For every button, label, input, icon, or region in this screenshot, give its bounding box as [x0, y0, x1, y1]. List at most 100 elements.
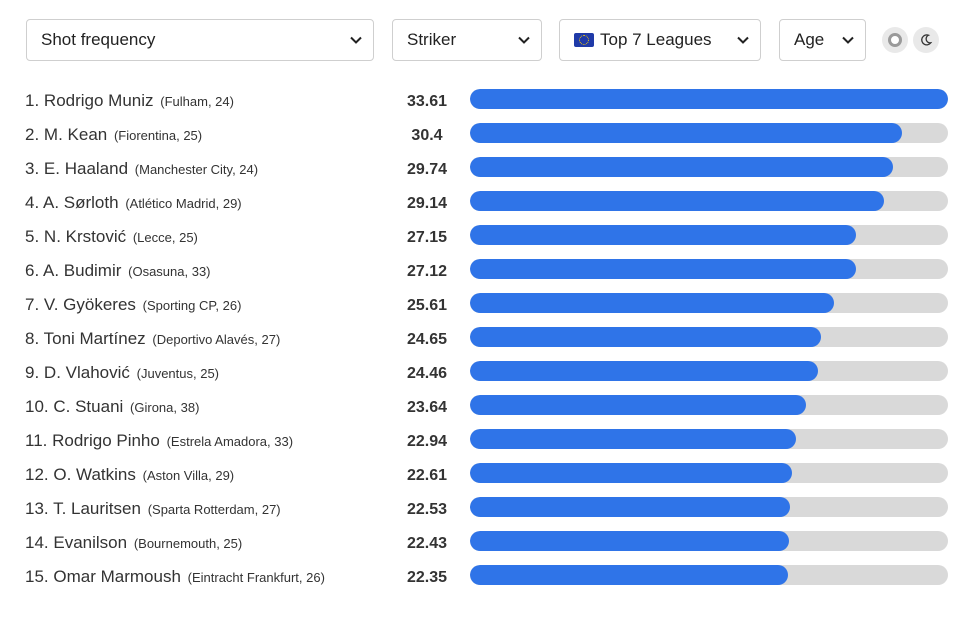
player-rank: 2.	[25, 125, 40, 144]
value-bar-fill	[470, 429, 797, 449]
player-rank: 5.	[25, 227, 40, 246]
value-bar-fill	[470, 293, 835, 313]
value-bar-track	[470, 293, 948, 313]
value-bar-fill	[470, 191, 885, 211]
player-ranking-list: 1. Rodrigo Muniz (Fulham, 24) 33.61 2. M. …	[25, 86, 955, 596]
value-bar-track	[470, 191, 948, 211]
player-rank: 6.	[25, 261, 40, 280]
player-name: 4. A. Sørloth (Atlético Madrid, 29)	[25, 193, 242, 213]
player-value: 25.61	[406, 297, 448, 314]
player-row: 12. O. Watkins (Aston Villa, 29) 22.61	[25, 460, 955, 494]
player-rank: 9.	[25, 363, 40, 382]
player-club-age: (Eintracht Frankfurt, 26)	[187, 570, 325, 585]
player-value: 29.74	[406, 161, 448, 178]
player-name-text: T. Lauritsen	[53, 499, 141, 518]
value-bar-fill	[470, 361, 818, 381]
chevron-down-icon	[517, 33, 531, 47]
player-name-text: Rodrigo Pinho	[52, 431, 160, 450]
player-rank: 11.	[25, 431, 48, 450]
filter-bar: Shot frequency Striker Top 7 Leagues Age	[26, 19, 956, 63]
value-bar-track	[470, 565, 948, 585]
player-name: 13. T. Lauritsen (Sparta Rotterdam, 27)	[25, 499, 281, 519]
value-bar-fill	[470, 327, 821, 347]
player-rank: 13.	[25, 499, 49, 518]
player-name: 2. M. Kean (Fiorentina, 25)	[25, 125, 202, 145]
player-row: 2. M. Kean (Fiorentina, 25) 30.4	[25, 120, 955, 154]
player-name: 11. Rodrigo Pinho (Estrela Amadora, 33)	[25, 431, 293, 451]
player-club-age: (Juventus, 25)	[136, 366, 220, 381]
player-name-text: V. Gyökeres	[43, 295, 136, 314]
player-value: 24.65	[406, 331, 448, 348]
light-mode-icon	[888, 33, 902, 47]
value-bar-fill	[470, 259, 856, 279]
value-bar-track	[470, 157, 948, 177]
sort-select-label: Age	[794, 30, 825, 49]
player-row: 9. D. Vlahović (Juventus, 25) 24.46	[25, 358, 955, 392]
player-rank: 8.	[25, 329, 40, 348]
player-rank: 12.	[25, 465, 49, 484]
value-bar-fill	[470, 225, 857, 245]
player-row: 1. Rodrigo Muniz (Fulham, 24) 33.61	[25, 86, 955, 120]
player-club-age: (Fiorentina, 25)	[113, 128, 203, 143]
sort-select[interactable]: Age	[779, 19, 866, 61]
player-value: 22.43	[406, 535, 448, 552]
player-name-text: D. Vlahović	[43, 363, 130, 382]
chevron-down-icon	[736, 33, 750, 47]
value-bar-fill	[470, 395, 807, 415]
player-value: 33.61	[406, 93, 448, 110]
league-select[interactable]: Top 7 Leagues	[559, 19, 761, 61]
player-club-age: (Bournemouth, 25)	[133, 536, 243, 551]
position-select[interactable]: Striker	[392, 19, 542, 61]
light-mode-button[interactable]	[882, 27, 908, 53]
player-value: 23.64	[406, 399, 448, 416]
player-club-age: (Osasuna, 33)	[128, 264, 211, 279]
player-value: 24.46	[406, 365, 448, 382]
player-club-age: (Estrela Amadora, 33)	[166, 434, 294, 449]
value-bar-fill	[470, 565, 788, 585]
value-bar-track	[470, 497, 948, 517]
player-club-age: (Aston Villa, 29)	[142, 468, 235, 483]
player-name-text: Toni Martínez	[43, 329, 146, 348]
player-name: 8. Toni Martínez (Deportivo Alavés, 27)	[25, 329, 280, 349]
metric-select[interactable]: Shot frequency	[26, 19, 374, 61]
player-club-age: (Fulham, 24)	[160, 94, 234, 109]
value-bar-track	[470, 123, 948, 143]
player-name-text: N. Krstović	[43, 227, 127, 246]
player-name-text: A. Budimir	[42, 261, 122, 280]
player-value: 22.61	[406, 467, 448, 484]
player-name: 7. V. Gyökeres (Sporting CP, 26)	[25, 295, 241, 315]
player-name-text: A. Sørloth	[42, 193, 119, 212]
dark-mode-button[interactable]	[913, 27, 939, 53]
player-name: 12. O. Watkins (Aston Villa, 29)	[25, 465, 234, 485]
theme-toggle	[882, 27, 939, 53]
player-name-text: Rodrigo Muniz	[43, 91, 154, 110]
player-club-age: (Deportivo Alavés, 27)	[152, 332, 281, 347]
player-rank: 14.	[25, 533, 49, 552]
player-name: 1. Rodrigo Muniz (Fulham, 24)	[25, 91, 234, 111]
player-name: 3. E. Haaland (Manchester City, 24)	[25, 159, 258, 179]
value-bar-fill	[470, 531, 789, 551]
value-bar-fill	[470, 497, 791, 517]
player-row: 4. A. Sørloth (Atlético Madrid, 29) 29.14	[25, 188, 955, 222]
value-bar-track	[470, 463, 948, 483]
player-club-age: (Sporting CP, 26)	[142, 298, 242, 313]
player-name: 10. C. Stuani (Girona, 38)	[25, 397, 199, 417]
value-bar-track	[470, 531, 948, 551]
player-rank: 7.	[25, 295, 40, 314]
player-name-text: Evanilson	[53, 533, 128, 552]
player-row: 6. A. Budimir (Osasuna, 33) 27.12	[25, 256, 955, 290]
league-select-label: Top 7 Leagues	[574, 30, 736, 50]
player-name: 14. Evanilson (Bournemouth, 25)	[25, 533, 242, 553]
player-name: 9. D. Vlahović (Juventus, 25)	[25, 363, 219, 383]
player-value: 22.94	[406, 433, 448, 450]
player-rank: 4.	[25, 193, 40, 212]
player-club-age: (Atlético Madrid, 29)	[125, 196, 242, 211]
player-name-text: C. Stuani	[53, 397, 124, 416]
player-row: 11. Rodrigo Pinho (Estrela Amadora, 33) 2…	[25, 426, 955, 460]
league-select-text: Top 7 Leagues	[600, 30, 712, 49]
value-bar-track	[470, 225, 948, 245]
value-bar-track	[470, 429, 948, 449]
player-row: 13. T. Lauritsen (Sparta Rotterdam, 27) 2…	[25, 494, 955, 528]
player-value: 27.12	[406, 263, 448, 280]
value-bar-fill	[470, 123, 903, 143]
